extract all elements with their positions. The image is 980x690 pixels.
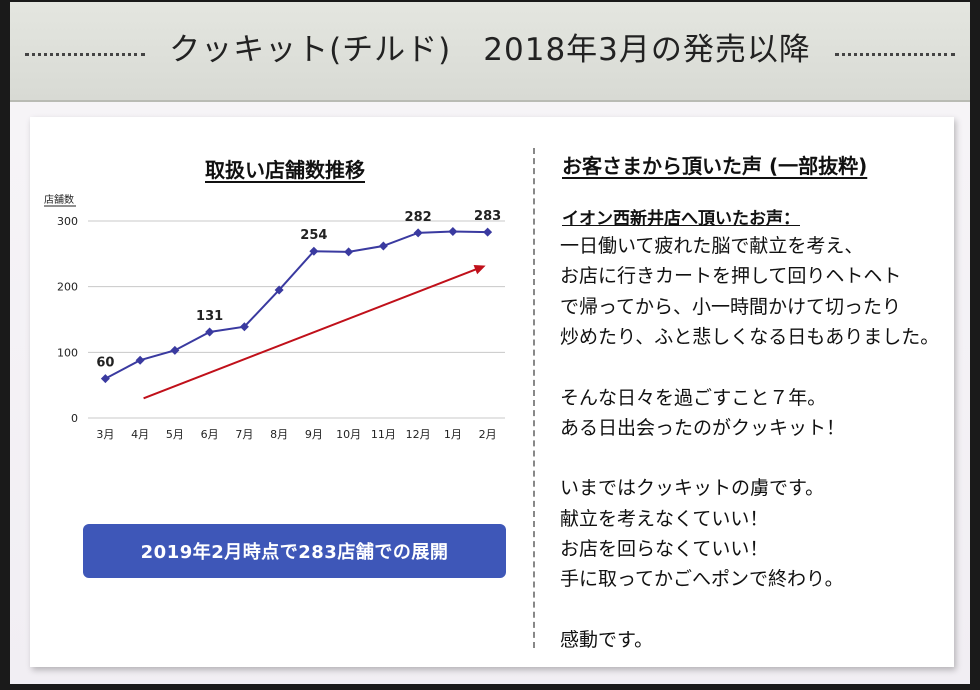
data-label: 60: [96, 356, 114, 371]
slide-title: クッキット(チルド) 2018年3月の発売以降: [169, 32, 811, 68]
data-point-marker: [205, 327, 215, 337]
header-dots-left: [25, 53, 145, 56]
x-tick-label: 2月: [479, 428, 497, 441]
x-tick-label: 3月: [96, 428, 114, 441]
series-line: [104, 230, 488, 380]
data-label: 282: [405, 210, 432, 225]
column-divider: [533, 148, 535, 648]
quote-line: そんな日々を過ごすこと７年。: [560, 386, 827, 409]
data-point-marker: [413, 228, 423, 238]
data-point-marker: [170, 345, 180, 355]
data-point-marker: [483, 227, 493, 237]
voices-section-title: お客さまから頂いた声 (一部抜粋): [562, 154, 868, 178]
data-point-marker: [309, 246, 319, 256]
x-tick-label: 11月: [371, 428, 396, 441]
data-point-marker: [378, 241, 388, 251]
x-tick-label: 5月: [166, 428, 184, 441]
x-tick-label: 4月: [131, 428, 149, 441]
x-tick-label: 7月: [235, 428, 253, 441]
y-tick-label: 200: [57, 281, 78, 294]
quote-line: お店を回らなくていい！: [560, 538, 769, 560]
header-dots-right: [835, 53, 955, 56]
quote-line: ある日出会ったのがクッキット！: [560, 416, 846, 439]
quote-line: で帰ってから、小一時間かけて切ったり: [560, 295, 902, 318]
quote-line: 献立を考えなくていい！: [560, 507, 769, 530]
quote-line: いまではクッキットの虜です。: [560, 477, 825, 500]
y-tick-label: 100: [57, 346, 78, 359]
summary-banner: 2019年2月時点で283店舗での展開: [83, 524, 506, 578]
y-axis-label: 店舗数: [44, 193, 74, 206]
data-label: 131: [196, 309, 223, 324]
y-tick-label: 300: [57, 215, 78, 228]
x-tick-label: 9月: [305, 428, 323, 441]
data-label: 254: [300, 228, 327, 243]
x-tick-label: 6月: [201, 428, 219, 441]
slide-header: クッキット(チルド) 2018年3月の発売以降: [10, 2, 970, 102]
trend-arrow-head: [473, 264, 486, 275]
store-count-line-chart: 店舗数 0 100 200 300 3月 4月 5月 6月 7月 8月 9月 10月 11月 12月 1月 2月…: [44, 193, 505, 441]
x-tick-label: 1月: [444, 428, 462, 441]
quote-line: お店に行きカートを押して回りヘトヘト: [560, 265, 902, 288]
data-point-marker: [344, 247, 354, 257]
x-tick-label: 8月: [270, 428, 288, 441]
data-point-marker: [135, 355, 145, 365]
x-tick-label: 12月: [406, 428, 431, 441]
data-point-marker: [239, 322, 249, 332]
quote-line: 感動です。: [560, 628, 654, 651]
quote-heading: イオン西新井店へ頂いたお声：: [562, 209, 800, 229]
x-tick-label: 10月: [336, 428, 361, 441]
quote-line: 手に取ってかごへポンで終わり。: [560, 568, 844, 591]
quote-line: 一日働いて疲れた脳で献立を考え、: [560, 235, 864, 257]
chart-section-title: 取扱い店舗数推移: [205, 158, 365, 182]
quote-line: 炒めたり、ふと悲しくなる日もありました。: [560, 325, 940, 348]
data-point-marker: [100, 374, 110, 384]
data-point-marker: [448, 227, 458, 237]
y-tick-label: 0: [71, 412, 78, 425]
data-point-marker: [274, 285, 284, 295]
data-label: 283: [474, 209, 501, 224]
trend-arrow: [143, 267, 478, 400]
